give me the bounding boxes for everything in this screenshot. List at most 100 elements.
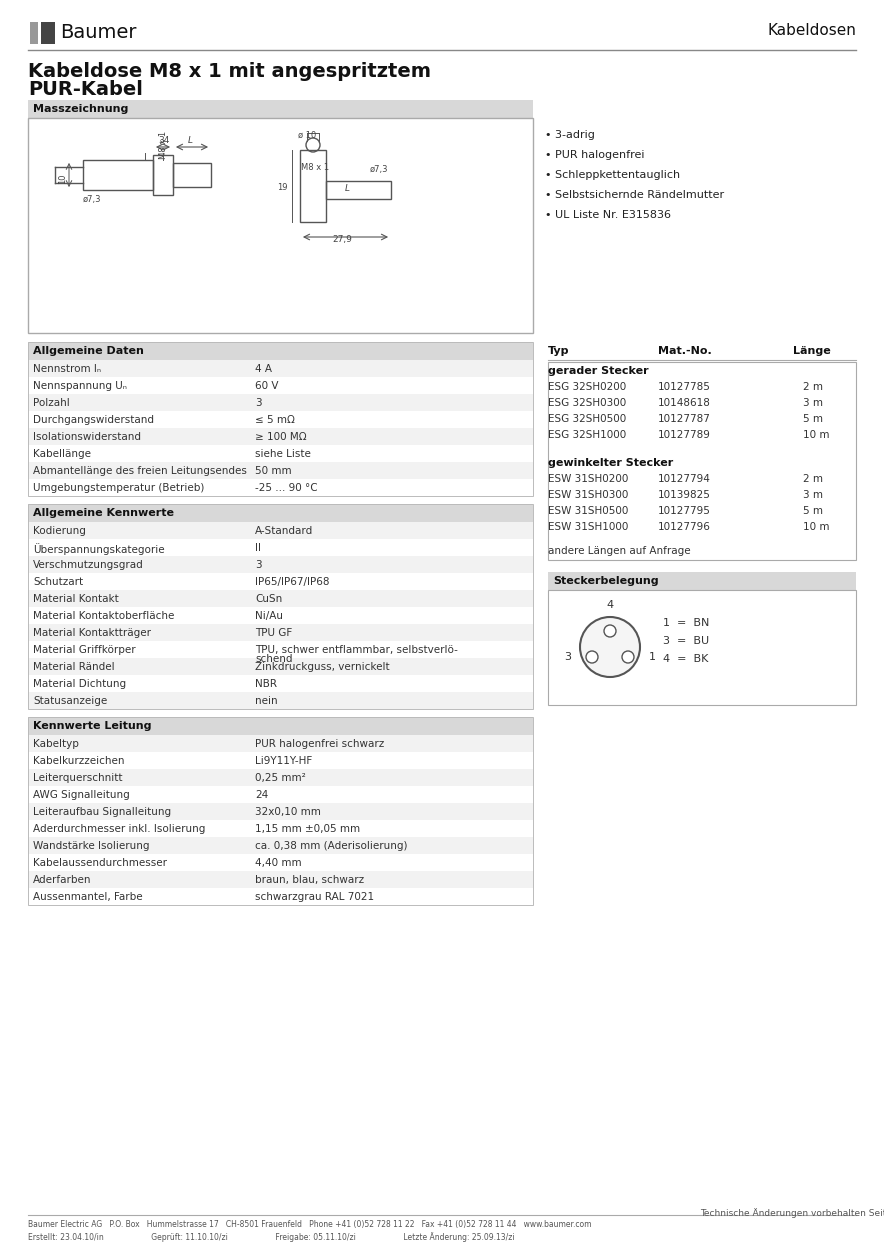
Text: gewinkelter Stecker: gewinkelter Stecker xyxy=(548,458,674,468)
Bar xyxy=(30,22,38,44)
Bar xyxy=(28,522,533,540)
Text: Wandstärke Isolierung: Wandstärke Isolierung xyxy=(33,841,149,851)
Bar xyxy=(28,540,533,556)
Circle shape xyxy=(604,624,616,637)
Text: 3 m: 3 m xyxy=(803,398,823,408)
Text: • Schleppkettentauglich: • Schleppkettentauglich xyxy=(545,170,680,180)
Text: TPU, schwer entflammbar, selbstverlö-: TPU, schwer entflammbar, selbstverlö- xyxy=(255,644,458,654)
Text: Typ: Typ xyxy=(548,346,569,356)
Bar xyxy=(300,150,326,222)
Bar xyxy=(28,607,533,624)
Text: ESW 31SH0500: ESW 31SH0500 xyxy=(548,506,629,516)
Text: ESW 31SH0300: ESW 31SH0300 xyxy=(548,490,629,500)
Text: schwarzgrau RAL 7021: schwarzgrau RAL 7021 xyxy=(255,892,374,902)
Text: 10127789: 10127789 xyxy=(658,430,711,440)
Text: ESG 32SH1000: ESG 32SH1000 xyxy=(548,430,626,440)
Text: 2 m: 2 m xyxy=(803,475,823,485)
Text: Abmantellänge des freien Leitungsendes: Abmantellänge des freien Leitungsendes xyxy=(33,466,247,476)
Bar xyxy=(173,164,211,187)
Text: 10127787: 10127787 xyxy=(658,413,711,423)
Text: Allgemeine Daten: Allgemeine Daten xyxy=(33,346,144,356)
Bar xyxy=(28,428,533,445)
Text: AWG Signalleitung: AWG Signalleitung xyxy=(33,791,130,801)
Text: ESG 32SH0200: ESG 32SH0200 xyxy=(548,382,626,392)
Text: M8 x 1: M8 x 1 xyxy=(158,131,167,159)
Text: Polzahl: Polzahl xyxy=(33,398,70,408)
Text: Zinkdruckguss, vernickelt: Zinkdruckguss, vernickelt xyxy=(255,662,390,672)
Text: ESG 32SH0500: ESG 32SH0500 xyxy=(548,413,626,423)
Text: Material Kontaktträger: Material Kontaktträger xyxy=(33,628,151,638)
Text: braun, blau, schwarz: braun, blau, schwarz xyxy=(255,876,364,886)
Text: 24: 24 xyxy=(255,791,268,801)
Text: gerader Stecker: gerader Stecker xyxy=(548,366,649,376)
Text: Isolationswiderstand: Isolationswiderstand xyxy=(33,432,141,442)
Text: PUR-Kabel: PUR-Kabel xyxy=(28,80,143,99)
Text: andere Längen auf Anfrage: andere Längen auf Anfrage xyxy=(548,546,690,556)
Bar xyxy=(28,624,533,641)
Text: ESG 32SH0300: ESG 32SH0300 xyxy=(548,398,626,408)
Text: 5 m: 5 m xyxy=(803,506,823,516)
Text: Kabeltyp: Kabeltyp xyxy=(33,739,79,749)
Bar xyxy=(28,803,533,821)
Text: Baumer Electric AG   P.O. Box   Hummelstrasse 17   CH-8501 Frauenfeld   Phone +4: Baumer Electric AG P.O. Box Hummelstrass… xyxy=(28,1220,591,1229)
Bar xyxy=(548,572,856,590)
Bar xyxy=(83,160,153,190)
Bar xyxy=(28,674,533,692)
Text: PUR halogenfrei schwarz: PUR halogenfrei schwarz xyxy=(255,739,385,749)
Bar xyxy=(28,769,533,786)
Text: Masszeichnung: Masszeichnung xyxy=(33,104,128,114)
Text: • PUR halogenfrei: • PUR halogenfrei xyxy=(545,150,644,160)
Bar xyxy=(28,590,533,607)
Text: 4  =  BK: 4 = BK xyxy=(663,654,708,664)
Bar xyxy=(28,393,533,411)
Text: • UL Liste Nr. E315836: • UL Liste Nr. E315836 xyxy=(545,210,671,220)
Bar xyxy=(28,854,533,871)
Text: ø7,3: ø7,3 xyxy=(83,195,102,204)
Text: ø7,3: ø7,3 xyxy=(370,165,388,174)
Text: -25 ... 90 °C: -25 ... 90 °C xyxy=(255,483,317,493)
Circle shape xyxy=(622,651,634,663)
Text: 3: 3 xyxy=(565,652,571,662)
Bar xyxy=(28,752,533,769)
Text: Kabelaussendurchmesser: Kabelaussendurchmesser xyxy=(33,858,167,868)
Text: 3 m: 3 m xyxy=(803,490,823,500)
Text: II: II xyxy=(255,543,261,553)
Bar xyxy=(28,837,533,854)
Circle shape xyxy=(586,651,598,663)
Text: 10127794: 10127794 xyxy=(658,475,711,485)
Text: 10127795: 10127795 xyxy=(658,506,711,516)
Text: 10127796: 10127796 xyxy=(658,522,711,532)
Circle shape xyxy=(580,617,640,677)
Text: 3: 3 xyxy=(255,398,262,408)
Text: 34: 34 xyxy=(158,136,170,145)
Bar xyxy=(28,786,533,803)
Bar xyxy=(28,505,533,709)
Text: Material Kontakt: Material Kontakt xyxy=(33,595,118,605)
Bar xyxy=(28,821,533,837)
Text: Länge: Länge xyxy=(793,346,831,356)
Text: Material Kontaktoberfläche: Material Kontaktoberfläche xyxy=(33,611,174,621)
Text: 10 m: 10 m xyxy=(803,430,829,440)
Bar xyxy=(28,556,533,573)
Bar xyxy=(41,22,55,44)
Text: Ni/Au: Ni/Au xyxy=(255,611,283,621)
Text: 60 V: 60 V xyxy=(255,381,278,391)
Text: ESW 31SH0200: ESW 31SH0200 xyxy=(548,475,629,485)
Bar xyxy=(28,871,533,888)
Text: Kennwerte Leitung: Kennwerte Leitung xyxy=(33,721,151,731)
Bar xyxy=(28,342,533,496)
Bar xyxy=(28,734,533,752)
Text: 4 A: 4 A xyxy=(255,363,272,373)
Text: Durchgangswiderstand: Durchgangswiderstand xyxy=(33,415,154,425)
Text: 10127785: 10127785 xyxy=(658,382,711,392)
Text: Statusanzeige: Statusanzeige xyxy=(33,696,107,706)
Text: Schutzart: Schutzart xyxy=(33,577,83,587)
Text: Leiteraufbau Signalleitung: Leiteraufbau Signalleitung xyxy=(33,807,171,817)
Bar xyxy=(28,717,533,906)
Bar xyxy=(153,155,173,195)
Bar xyxy=(28,117,533,333)
Text: Material Griffkörper: Material Griffkörper xyxy=(33,644,135,654)
Bar xyxy=(28,717,533,734)
Text: Nennspannung Uₙ: Nennspannung Uₙ xyxy=(33,381,127,391)
Bar xyxy=(28,411,533,428)
